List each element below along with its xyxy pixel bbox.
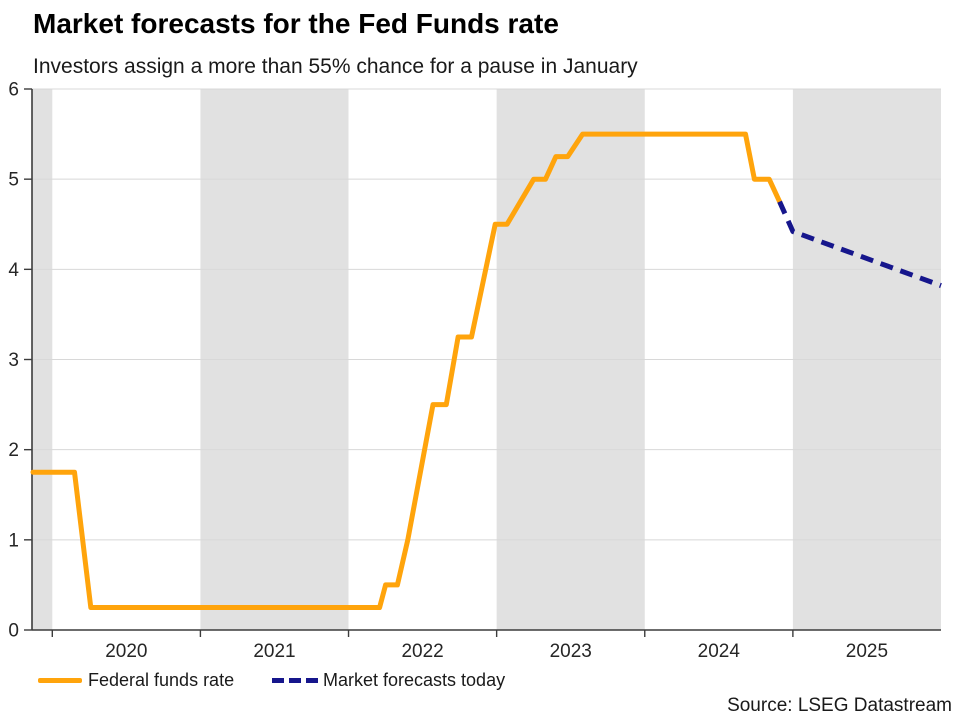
series-market-forecasts-today xyxy=(777,200,942,288)
x-tick-label: 2021 xyxy=(253,641,295,662)
x-tick-label: 2023 xyxy=(550,641,592,662)
y-tick-label: 3 xyxy=(8,350,19,371)
x-tick-label: 2020 xyxy=(105,641,147,662)
y-tick-label: 4 xyxy=(8,260,19,281)
x-tick-label: 2025 xyxy=(846,641,888,662)
x-tick-label: 2024 xyxy=(698,641,741,662)
legend-swatch-market-forecasts xyxy=(272,678,318,683)
y-tick-label: 1 xyxy=(8,530,19,551)
legend-label-federal-funds-rate: Federal funds rate xyxy=(88,670,235,690)
x-tick-label: 2022 xyxy=(401,641,443,662)
y-tick-label: 6 xyxy=(8,80,19,101)
source-attribution: Source: LSEG Datastream xyxy=(727,695,952,716)
y-tick-label: 0 xyxy=(8,621,19,642)
series-federal-funds-rate xyxy=(30,131,783,610)
chart-legend: Federal funds rate Market forecasts toda… xyxy=(0,667,960,693)
page-title: Market forecasts for the Fed Funds rate xyxy=(33,8,559,39)
y-tick-label: 2 xyxy=(8,440,19,461)
y-tick-label: 5 xyxy=(8,170,19,191)
chart-subtitle: Investors assign a more than 55% chance … xyxy=(33,55,638,78)
legend-swatch-federal-funds-rate xyxy=(38,678,82,683)
legend-label-market-forecasts: Market forecasts today xyxy=(323,670,506,690)
